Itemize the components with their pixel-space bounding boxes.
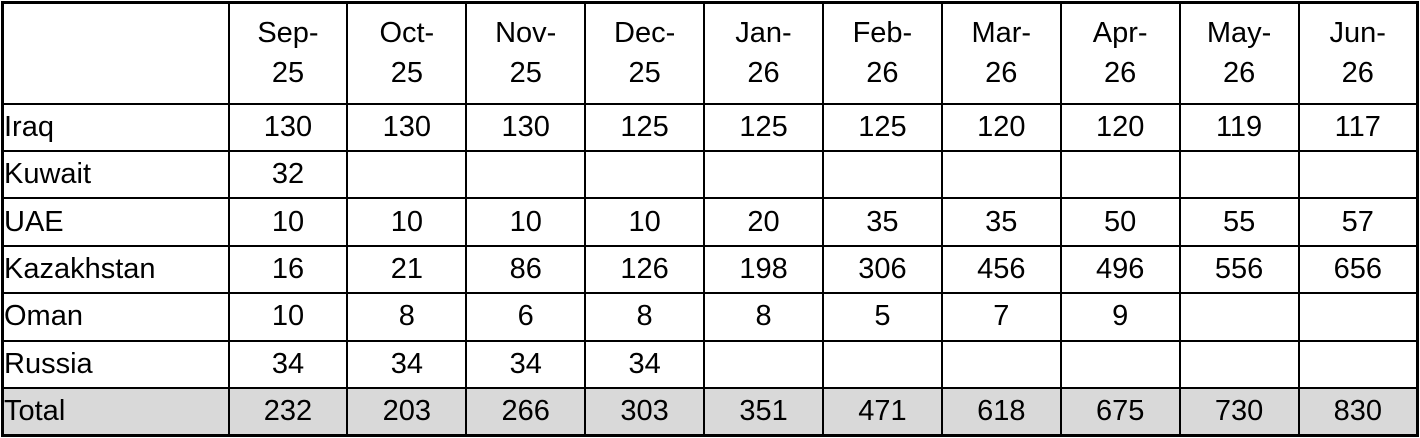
value-cell: 306 <box>821 244 943 295</box>
value-cell <box>1059 339 1181 390</box>
value-cell: 675 <box>1059 387 1181 437</box>
row-label: Russia <box>1 339 230 390</box>
value-cell: 266 <box>465 387 587 437</box>
value-cell: 32 <box>227 149 349 200</box>
row-label: Kuwait <box>1 149 230 200</box>
value-cell: 130 <box>465 102 587 152</box>
value-cell: 10 <box>584 197 706 247</box>
value-cell: 34 <box>465 339 587 390</box>
value-cell: 125 <box>703 102 824 152</box>
value-cell <box>1178 339 1300 390</box>
value-cell: 351 <box>703 387 824 437</box>
value-cell: 35 <box>821 197 943 247</box>
row-label: Oman <box>1 292 230 342</box>
column-header-dec-25: Dec- 25 <box>584 1 706 105</box>
column-header-oct-25: Oct- 25 <box>346 1 468 105</box>
value-cell: 55 <box>1178 197 1300 247</box>
value-cell: 456 <box>940 244 1062 295</box>
table-row-kuwait: Kuwait 32 <box>1 149 1419 200</box>
column-header-sep-25: Sep- 25 <box>227 1 349 105</box>
table-header: Sep- 25 Oct- 25 Nov- 25 Dec- 25 Jan- 26 Feb- 26 Mar-… <box>1 1 1419 105</box>
value-cell: 10 <box>227 197 349 247</box>
value-cell: 126 <box>584 244 706 295</box>
value-cell: 8 <box>703 292 824 342</box>
table-row-uae: UAE 10 10 10 10 20 35 35 50 55 57 <box>1 197 1419 247</box>
value-cell: 8 <box>346 292 468 342</box>
value-cell: 556 <box>1178 244 1300 295</box>
value-cell <box>821 149 943 200</box>
column-header-may-26: May- 26 <box>1178 1 1300 105</box>
value-cell: 203 <box>346 387 468 437</box>
value-cell <box>1297 339 1419 390</box>
row-label: Iraq <box>1 102 230 152</box>
value-cell: 34 <box>584 339 706 390</box>
value-cell: 9 <box>1059 292 1181 342</box>
value-cell: 830 <box>1297 387 1419 437</box>
total-row: Total 232 203 266 303 351 471 618 675 730 830 <box>1 387 1419 437</box>
value-cell <box>1297 292 1419 342</box>
value-cell: 10 <box>465 197 587 247</box>
value-cell <box>940 339 1062 390</box>
value-cell <box>1059 149 1181 200</box>
value-cell: 303 <box>584 387 706 437</box>
value-cell: 86 <box>465 244 587 295</box>
table-row-russia: Russia 34 34 34 34 <box>1 339 1419 390</box>
row-label: UAE <box>1 197 230 247</box>
value-cell: 496 <box>1059 244 1181 295</box>
row-label: Kazakhstan <box>1 244 230 295</box>
value-cell: 10 <box>346 197 468 247</box>
value-cell: 7 <box>940 292 1062 342</box>
value-cell: 50 <box>1059 197 1181 247</box>
value-cell: 35 <box>940 197 1062 247</box>
column-header-mar-26: Mar- 26 <box>940 1 1062 105</box>
value-cell <box>703 339 824 390</box>
value-cell: 232 <box>227 387 349 437</box>
value-cell: 5 <box>821 292 943 342</box>
value-cell: 730 <box>1178 387 1300 437</box>
value-cell: 8 <box>584 292 706 342</box>
column-header-feb-26: Feb- 26 <box>821 1 943 105</box>
value-cell: 10 <box>227 292 349 342</box>
value-cell <box>703 149 824 200</box>
value-cell: 471 <box>821 387 943 437</box>
value-cell: 57 <box>1297 197 1419 247</box>
value-cell <box>940 149 1062 200</box>
row-label: Total <box>1 387 230 437</box>
table-row-kazakhstan: Kazakhstan 16 21 86 126 198 306 456 496 556 656 <box>1 244 1419 295</box>
column-header-jun-26: Jun- 26 <box>1297 1 1419 105</box>
value-cell: 21 <box>346 244 468 295</box>
table-row-oman: Oman 10 8 6 8 8 5 7 9 <box>1 292 1419 342</box>
value-cell: 20 <box>703 197 824 247</box>
value-cell: 34 <box>227 339 349 390</box>
value-cell: 656 <box>1297 244 1419 295</box>
value-cell: 125 <box>584 102 706 152</box>
header-row: Sep- 25 Oct- 25 Nov- 25 Dec- 25 Jan- 26 Feb- 26 Mar-… <box>1 1 1419 105</box>
value-cell: 120 <box>940 102 1062 152</box>
value-cell: 117 <box>1297 102 1419 152</box>
value-cell: 125 <box>821 102 943 152</box>
table-row-iraq: Iraq 130 130 130 125 125 125 120 120 119 117 <box>1 102 1419 152</box>
value-cell: 130 <box>227 102 349 152</box>
value-cell <box>465 149 587 200</box>
column-header-jan-26: Jan- 26 <box>703 1 824 105</box>
value-cell <box>1297 149 1419 200</box>
value-cell: 120 <box>1059 102 1181 152</box>
value-cell: 6 <box>465 292 587 342</box>
value-cell <box>821 339 943 390</box>
column-header-apr-26: Apr- 26 <box>1059 1 1181 105</box>
value-cell: 618 <box>940 387 1062 437</box>
table-body: Iraq 130 130 130 125 125 125 120 120 119 117 Kuwait… <box>1 102 1419 437</box>
value-cell <box>584 149 706 200</box>
value-cell <box>1178 292 1300 342</box>
value-cell: 119 <box>1178 102 1300 152</box>
value-cell <box>1178 149 1300 200</box>
column-header-nov-25: Nov- 25 <box>465 1 587 105</box>
value-cell <box>346 149 468 200</box>
value-cell: 130 <box>346 102 468 152</box>
corner-cell <box>1 1 230 105</box>
value-cell: 16 <box>227 244 349 295</box>
value-cell: 34 <box>346 339 468 390</box>
value-cell: 198 <box>703 244 824 295</box>
